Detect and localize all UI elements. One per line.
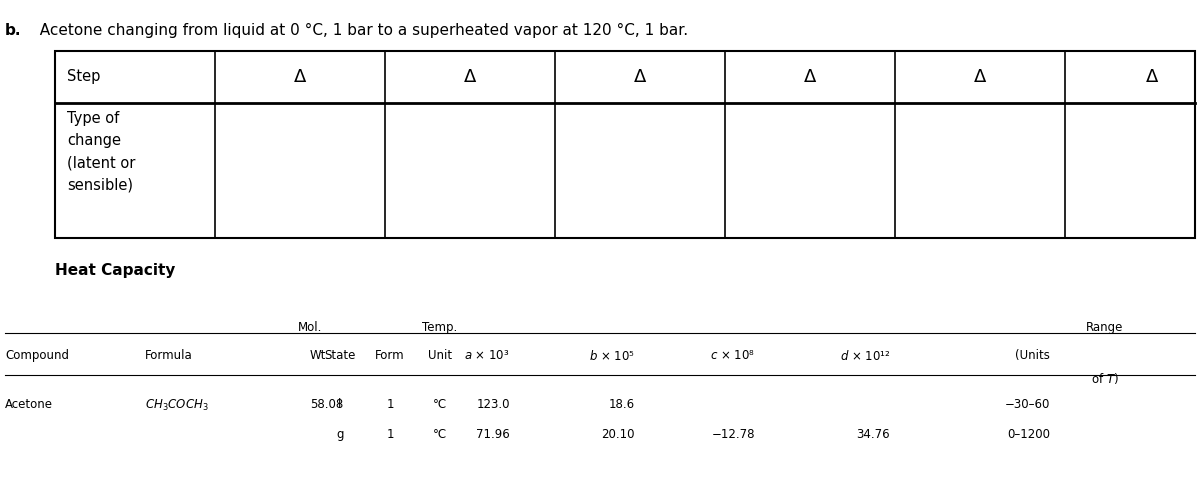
Text: 71.96: 71.96: [476, 428, 510, 441]
Text: Heat Capacity: Heat Capacity: [55, 263, 175, 278]
Text: Δ: Δ: [974, 68, 986, 86]
Text: Δ: Δ: [804, 68, 816, 86]
Text: Range: Range: [1086, 321, 1123, 334]
Text: (Units: (Units: [1015, 349, 1050, 362]
Text: Temp.: Temp.: [422, 321, 457, 334]
Text: Wt.: Wt.: [310, 349, 330, 362]
Text: 123.0: 123.0: [476, 398, 510, 411]
Text: State: State: [324, 349, 355, 362]
Text: Step: Step: [67, 70, 101, 84]
Text: of $T$): of $T$): [1091, 371, 1118, 386]
Text: l: l: [338, 398, 342, 411]
Text: $c$ × 10⁸: $c$ × 10⁸: [710, 349, 755, 362]
Text: −12.78: −12.78: [712, 428, 755, 441]
Text: Δ: Δ: [464, 68, 476, 86]
Text: 1: 1: [386, 428, 394, 441]
Text: Formula: Formula: [145, 349, 193, 362]
Text: Acetone changing from liquid at 0 °C, 1 bar to a superheated vapor at 120 °C, 1 : Acetone changing from liquid at 0 °C, 1 …: [30, 23, 688, 38]
Bar: [55, 51, 1195, 238]
Text: 58.08: 58.08: [310, 398, 343, 411]
Text: Δ: Δ: [294, 68, 306, 86]
Text: Compound: Compound: [5, 349, 70, 362]
Text: °C: °C: [433, 428, 448, 441]
Text: Δ: Δ: [1146, 68, 1159, 86]
Text: $CH_3COCH_3$: $CH_3COCH_3$: [145, 398, 209, 413]
Text: Δ: Δ: [634, 68, 646, 86]
Text: Form: Form: [376, 349, 404, 362]
Text: Type of
change
(latent or
sensible): Type of change (latent or sensible): [67, 111, 136, 193]
Text: Unit: Unit: [428, 349, 452, 362]
Text: Mol.: Mol.: [298, 321, 322, 334]
Text: $d$ × 10¹²: $d$ × 10¹²: [840, 349, 890, 363]
Text: 1: 1: [386, 398, 394, 411]
Text: g: g: [336, 428, 343, 441]
Text: 34.76: 34.76: [857, 428, 890, 441]
Text: −30–60: −30–60: [1004, 398, 1050, 411]
Text: Acetone: Acetone: [5, 398, 53, 411]
Text: $a$ × 10³: $a$ × 10³: [464, 349, 510, 362]
Text: $b$ × 10⁵: $b$ × 10⁵: [589, 349, 635, 363]
Text: b.: b.: [5, 23, 22, 38]
Text: 18.6: 18.6: [608, 398, 635, 411]
Text: 20.10: 20.10: [601, 428, 635, 441]
Text: 0–1200: 0–1200: [1007, 428, 1050, 441]
Text: °C: °C: [433, 398, 448, 411]
